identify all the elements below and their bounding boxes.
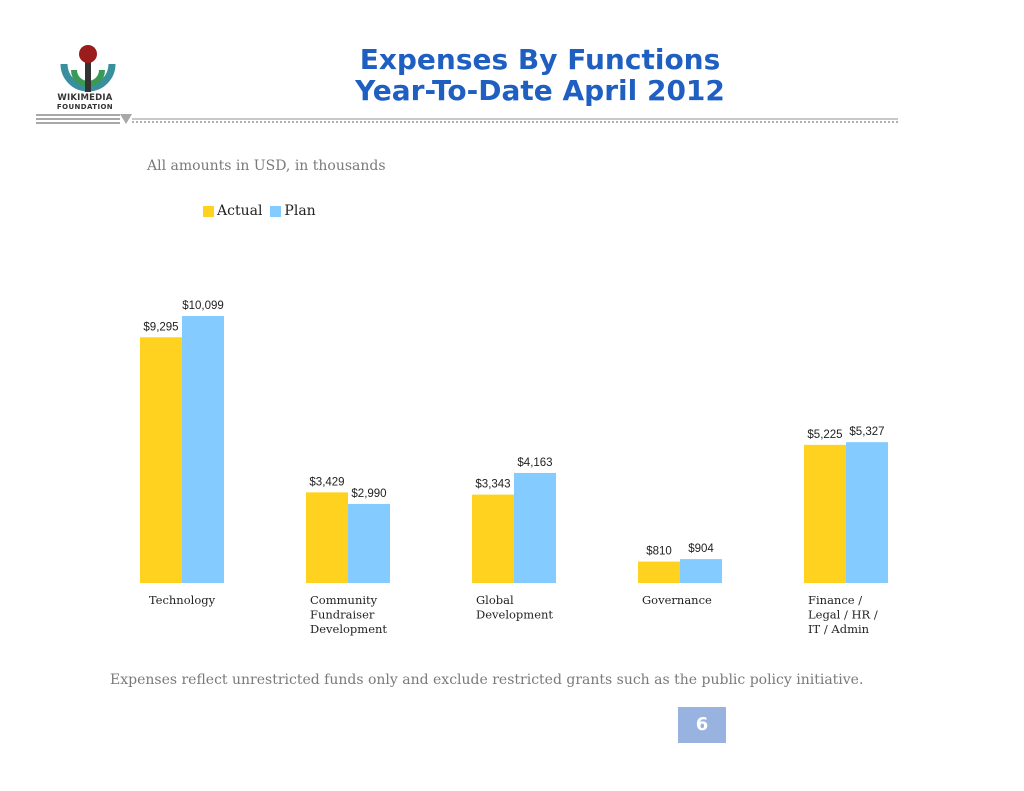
title-line1: Expenses By Functions bbox=[359, 43, 721, 76]
data-label-plan-3: $904 bbox=[688, 543, 714, 555]
logo-text-line1: WIKIMEDIA bbox=[57, 93, 113, 103]
bar-plan-0 bbox=[182, 316, 224, 583]
bar-actual-3 bbox=[638, 561, 680, 583]
data-label-actual-1: $3,429 bbox=[309, 476, 344, 488]
bar-plan-1 bbox=[348, 503, 390, 583]
data-label-actual-2: $3,343 bbox=[475, 479, 510, 491]
category-label-4: Finance / Legal / HR / IT / Admin bbox=[808, 593, 878, 636]
page-number-badge: 6 bbox=[678, 707, 726, 743]
bar-actual-4 bbox=[804, 444, 846, 583]
wikimedia-logo bbox=[60, 45, 116, 92]
bar-actual-1 bbox=[306, 492, 348, 583]
bar-plan-2 bbox=[514, 472, 556, 583]
data-label-plan-1: $2,990 bbox=[351, 488, 386, 500]
data-label-plan-4: $5,327 bbox=[849, 426, 884, 438]
chart-subtitle: All amounts in USD, in thousands bbox=[147, 158, 386, 174]
category-label-1: Community Fundraiser Development bbox=[310, 593, 387, 636]
title-line2: Year-To-Date April 2012 bbox=[355, 74, 725, 107]
legend-item-plan: Plan bbox=[270, 203, 316, 219]
logo-text-line2: FOUNDATION bbox=[56, 103, 114, 111]
legend-swatch-actual bbox=[203, 205, 214, 217]
bar-actual-2 bbox=[472, 494, 514, 583]
category-label-2: Global Development bbox=[476, 593, 553, 622]
category-label-3: Governance bbox=[642, 593, 712, 607]
data-label-actual-3: $810 bbox=[646, 546, 672, 558]
page-title: Expenses By Functions Year-To-Date April… bbox=[290, 44, 790, 106]
bar-actual-0 bbox=[140, 337, 182, 583]
legend-label-plan: Plan bbox=[284, 203, 316, 219]
bar-plan-4 bbox=[846, 442, 888, 583]
legend-swatch-plan bbox=[270, 205, 282, 217]
data-label-plan-2: $4,163 bbox=[517, 457, 552, 469]
data-label-actual-0: $9,295 bbox=[143, 321, 178, 333]
logo-wordmark: WIKIMEDIA FOUNDATION bbox=[40, 93, 130, 112]
category-label-0: Technology bbox=[149, 593, 216, 607]
header-divider bbox=[36, 114, 898, 124]
chart-legend: Actual Plan bbox=[203, 203, 324, 219]
legend-item-actual: Actual bbox=[203, 203, 262, 219]
bar-plan-3 bbox=[680, 559, 722, 583]
data-label-plan-0: $10,099 bbox=[182, 300, 224, 312]
legend-label-actual: Actual bbox=[217, 203, 263, 219]
footnote: Expenses reflect unrestricted funds only… bbox=[110, 672, 864, 688]
data-label-actual-4: $5,225 bbox=[807, 429, 842, 441]
